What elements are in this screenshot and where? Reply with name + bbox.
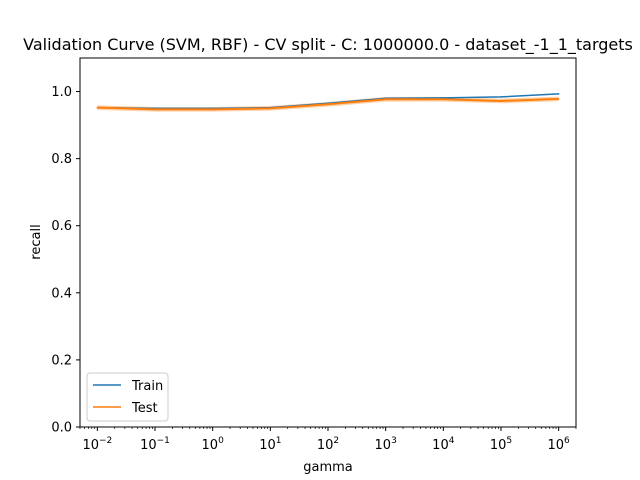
x-tick-base: 10 [202,438,219,453]
plot-frame [79,57,577,428]
x-tick-base: 10 [490,438,507,453]
data-point-test [557,98,560,100]
x-tick-label: 102 [317,436,339,453]
x-tick-label: 10−2 [82,436,112,453]
x-tick-base: 10 [140,438,157,453]
x-tick-base: 10 [548,438,565,453]
x-tick-exponent: 0 [218,436,224,446]
data-point-test [269,107,272,110]
series-lines [96,93,560,111]
x-tick-base: 10 [317,438,334,453]
x-tick-base: 10 [82,438,99,453]
legend: Train Test [86,372,169,422]
x-tick-base: 10 [259,438,276,453]
y-tick-label: 0.0 [51,421,72,436]
y-tick-label: 0.6 [51,219,72,234]
data-point-test [384,98,387,101]
data-point-test [442,98,445,101]
x-tick-label: 10−1 [140,436,170,453]
x-tick-exponent: 3 [391,436,397,446]
x-tick-exponent: −1 [157,436,170,446]
data-point-train [557,93,560,95]
x-tick-exponent: 4 [449,436,455,446]
x-tick-exponent: 5 [506,436,512,446]
y-tick-label: 0.8 [51,152,72,167]
x-axis-ticks: 10−2 10−1 100 101 102 103 104 105 106 [79,427,577,453]
y-tick-label: 0.2 [51,353,72,368]
x-tick-exponent: 6 [564,436,570,446]
x-tick-label: 105 [490,436,512,453]
plot-area [80,58,576,427]
x-axis-title: gamma [303,460,353,475]
x-tick-exponent: 1 [276,436,282,446]
data-point-test [154,108,156,111]
x-tick-exponent: −2 [99,436,112,446]
data-point-test [500,100,502,102]
data-point-test [96,106,99,109]
y-tick-label: 1.0 [51,85,72,100]
y-axis-title: recall [29,224,44,259]
data-point-test [211,108,214,111]
chart-title: Validation Curve (SVM, RBF) - CV split -… [23,35,633,55]
x-tick-label: 103 [375,436,397,453]
data-point-train [500,96,502,98]
legend-label-test: Test [131,401,158,416]
x-tick-base: 10 [375,438,392,453]
x-tick-label: 104 [432,436,455,453]
x-tick-label: 100 [202,436,225,453]
data-point-test [327,103,329,106]
x-tick-label: 101 [259,436,281,453]
y-axis-ticks: 0.0 0.2 0.4 0.6 0.8 1.0 [51,85,80,436]
y-tick-label: 0.4 [51,286,72,301]
legend-label-train: Train [131,379,163,394]
x-tick-base: 10 [432,438,449,453]
x-tick-exponent: 2 [333,436,339,446]
x-tick-label: 106 [548,436,571,453]
